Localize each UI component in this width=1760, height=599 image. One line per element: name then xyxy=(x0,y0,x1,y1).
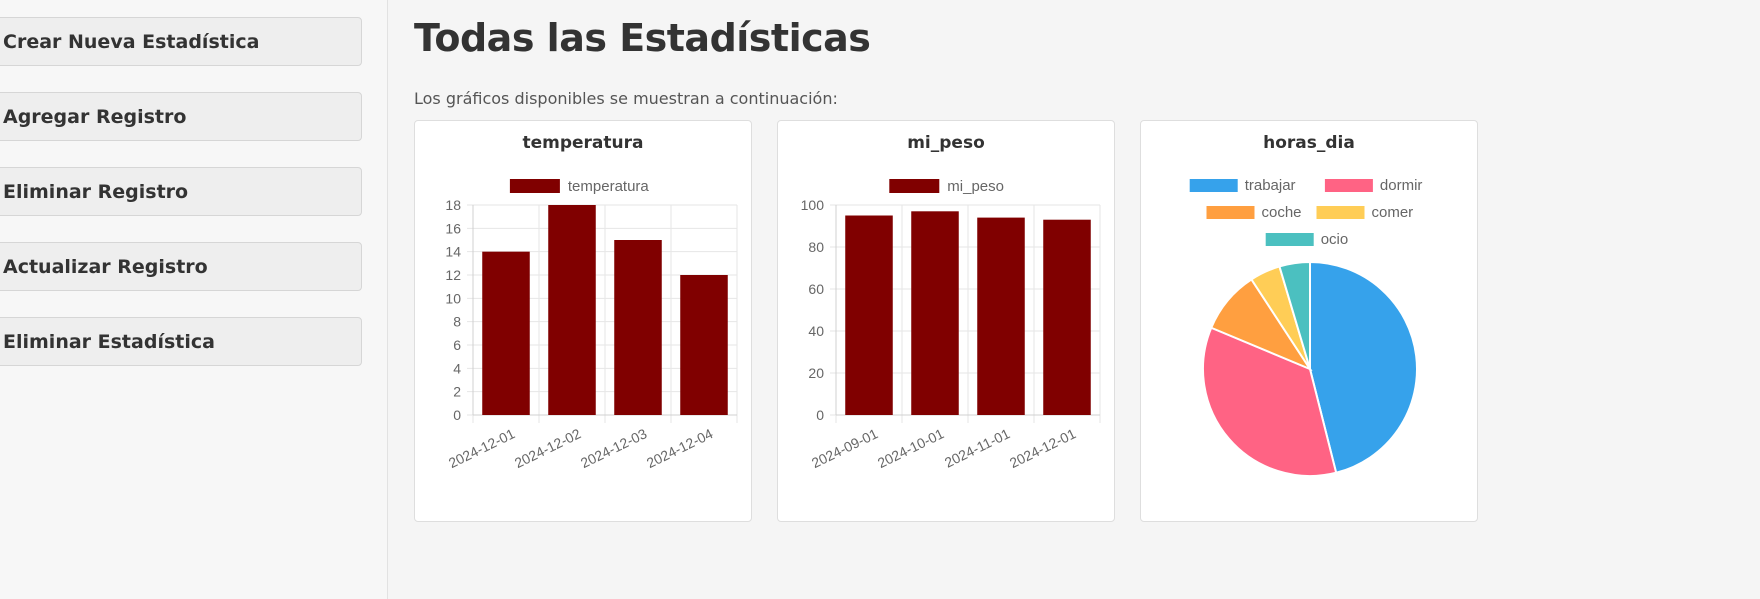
pie-slice[interactable] xyxy=(1278,260,1311,370)
y-tick-label: 14 xyxy=(445,244,461,260)
sidebar: Crear Nueva Estadística Agregar Registro… xyxy=(0,0,388,599)
legend-swatch[interactable] xyxy=(1189,179,1238,192)
y-tick-label: 20 xyxy=(808,365,824,381)
legend-label[interactable]: temperatura xyxy=(568,178,650,195)
y-tick-label: 0 xyxy=(816,407,824,423)
bar[interactable] xyxy=(911,211,959,415)
x-tick-label: 2024-11-01 xyxy=(942,425,1013,470)
temperatura-bar-chart: temperatura0246810121416182024-12-012024… xyxy=(445,178,738,471)
legend-label[interactable]: trabajar xyxy=(1245,177,1296,194)
main-content: Todas las Estadísticas Los gráficos disp… xyxy=(388,0,1760,599)
chart-card-temperatura: temperatura temperatura 0 2 4 6 8 10 12 14 16 18 20… xyxy=(414,120,752,522)
update-record-button[interactable]: Actualizar Registro xyxy=(0,242,362,291)
legend-swatch[interactable] xyxy=(509,179,560,193)
chart-card-mi-peso: mi_peso mi_peso 0 20 40 60 80 100 2024-09-01 202… xyxy=(777,120,1115,522)
y-tick-label: 80 xyxy=(808,239,824,255)
x-tick-label: 2024-12-03 xyxy=(578,425,650,471)
chart-title: temperatura xyxy=(522,133,644,153)
page-subtitle: Los gráficos disponibles se muestran a c… xyxy=(414,89,838,108)
delete-record-button[interactable]: Eliminar Registro xyxy=(0,167,362,216)
legend-label[interactable]: comer xyxy=(1372,204,1414,221)
legend-label[interactable]: coche xyxy=(1262,204,1302,221)
delete-statistic-button[interactable]: Eliminar Estadística xyxy=(0,317,362,366)
x-tick-label: 2024-12-02 xyxy=(512,425,584,471)
create-statistic-button[interactable]: Crear Nueva Estadística xyxy=(0,17,362,66)
y-tick-label: 12 xyxy=(445,267,461,283)
bar[interactable] xyxy=(1043,219,1091,415)
legend-label[interactable]: ocio xyxy=(1321,231,1349,248)
y-tick-label: 2 xyxy=(453,384,461,400)
x-tick-label: 2024-12-01 xyxy=(1007,425,1079,471)
legend-swatch[interactable] xyxy=(1324,179,1373,192)
legend-swatch[interactable] xyxy=(1316,206,1365,219)
y-tick-label: 40 xyxy=(808,323,824,339)
legend-label[interactable]: mi_peso xyxy=(947,178,1004,195)
bar[interactable] xyxy=(614,240,662,415)
y-tick-label: 18 xyxy=(445,197,461,213)
x-tick-label: 2024-12-04 xyxy=(644,425,716,471)
page-title: Todas las Estadísticas xyxy=(414,16,871,60)
bar[interactable] xyxy=(482,251,530,415)
chart-title: mi_peso xyxy=(907,133,985,153)
bar[interactable] xyxy=(680,275,728,415)
y-tick-label: 60 xyxy=(808,281,824,297)
bar[interactable] xyxy=(977,217,1025,415)
mi-peso-bar-chart: mi_peso0204060801002024-09-012024-10-012… xyxy=(801,178,1101,471)
y-tick-label: 0 xyxy=(453,407,461,423)
horas-dia-pie-chart: trabajar dormir coche comer ocio xyxy=(1189,177,1423,477)
add-record-button[interactable]: Agregar Registro xyxy=(0,92,362,141)
pie-slice[interactable] xyxy=(1309,260,1418,474)
y-tick-label: 10 xyxy=(445,290,461,306)
x-tick-label: 2024-10-01 xyxy=(875,425,947,471)
y-tick-label: 6 xyxy=(453,337,461,353)
legend-label[interactable]: dormir xyxy=(1380,177,1423,194)
y-tick-label: 100 xyxy=(801,197,825,213)
chart-card-horas-dia: horas_dia trabajar dormir coche comer ocio xyxy=(1140,120,1478,522)
y-tick-label: 16 xyxy=(445,220,461,236)
legend-swatch[interactable] xyxy=(1206,206,1255,219)
x-tick-label: 2024-09-01 xyxy=(809,425,881,471)
x-tick-label: 2024-12-01 xyxy=(446,425,518,471)
bar[interactable] xyxy=(845,215,893,416)
legend-swatch[interactable] xyxy=(1265,233,1314,246)
chart-title: horas_dia xyxy=(1263,133,1355,153)
legend-swatch[interactable] xyxy=(889,179,940,193)
pie-slice[interactable] xyxy=(1202,326,1338,477)
y-tick-label: 8 xyxy=(453,314,461,330)
bar[interactable] xyxy=(548,205,596,415)
y-tick-label: 4 xyxy=(453,360,461,376)
